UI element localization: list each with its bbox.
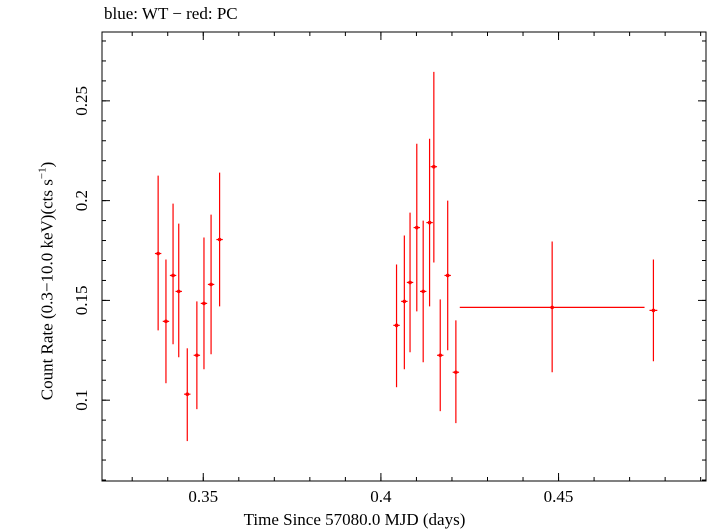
y-tick-label: 0.1: [72, 390, 91, 411]
data-point: [413, 143, 420, 312]
point-marker: [651, 308, 656, 313]
data-point: [406, 212, 414, 353]
y-tick-label: 0.25: [72, 86, 91, 116]
data-point: [649, 259, 658, 362]
y-axis-label-exponent: −1: [36, 167, 49, 180]
point-marker: [209, 282, 213, 287]
point-marker: [164, 319, 168, 324]
point-marker: [176, 289, 181, 294]
data-point: [426, 138, 433, 307]
x-tick-label: 0.35: [188, 487, 218, 506]
point-marker: [454, 370, 458, 375]
data-point: [216, 172, 223, 307]
x-axis-label: Time Since 57080.0 MJD (days): [243, 510, 466, 529]
point-marker: [421, 289, 425, 294]
data-point: [193, 301, 201, 410]
axis-ticks: 0.35 0.4 0.45 0.1 0.15 0.2 0.25: [72, 32, 706, 506]
point-marker: [202, 301, 206, 306]
y-axis-label-main: Count Rate (0.3−10.0 keV)(cts s: [37, 179, 57, 401]
data-point: [175, 223, 182, 358]
point-marker: [171, 273, 175, 278]
data-point: [184, 348, 191, 442]
data-point: [459, 241, 645, 373]
y-axis-label: Count Rate (0.3−10.0 keV)(cts s−1): [37, 162, 58, 401]
point-marker: [432, 164, 436, 169]
y-tick-label: 0.2: [72, 190, 91, 211]
data-point: [430, 71, 438, 263]
point-marker: [185, 392, 190, 396]
point-marker: [217, 237, 222, 242]
data-point: [393, 264, 400, 388]
x-tick-label: 0.45: [544, 487, 574, 506]
y-axis-label-close: ): [37, 161, 57, 168]
point-marker: [414, 225, 419, 230]
data-point: [419, 220, 427, 363]
y-tick-label: 0.15: [72, 286, 91, 316]
data-points: [154, 71, 658, 442]
data-point: [452, 320, 460, 424]
data-point: [401, 235, 408, 370]
data-point: [154, 175, 162, 331]
data-point: [169, 203, 177, 345]
point-marker: [427, 220, 432, 225]
data-point: [444, 200, 451, 351]
point-marker: [550, 305, 554, 310]
plot-frame: [101, 31, 707, 482]
data-point: [200, 237, 208, 370]
point-marker: [156, 251, 160, 256]
point-marker: [402, 299, 407, 304]
point-marker: [438, 353, 443, 358]
point-marker: [195, 353, 199, 358]
point-marker: [394, 323, 399, 328]
data-point: [207, 214, 215, 355]
point-marker: [408, 280, 412, 285]
chart-title: blue: WT − red: PC: [104, 4, 238, 23]
data-point: [437, 299, 444, 412]
data-point: [162, 259, 170, 384]
point-marker: [445, 273, 450, 278]
x-tick-label: 0.4: [370, 487, 392, 506]
